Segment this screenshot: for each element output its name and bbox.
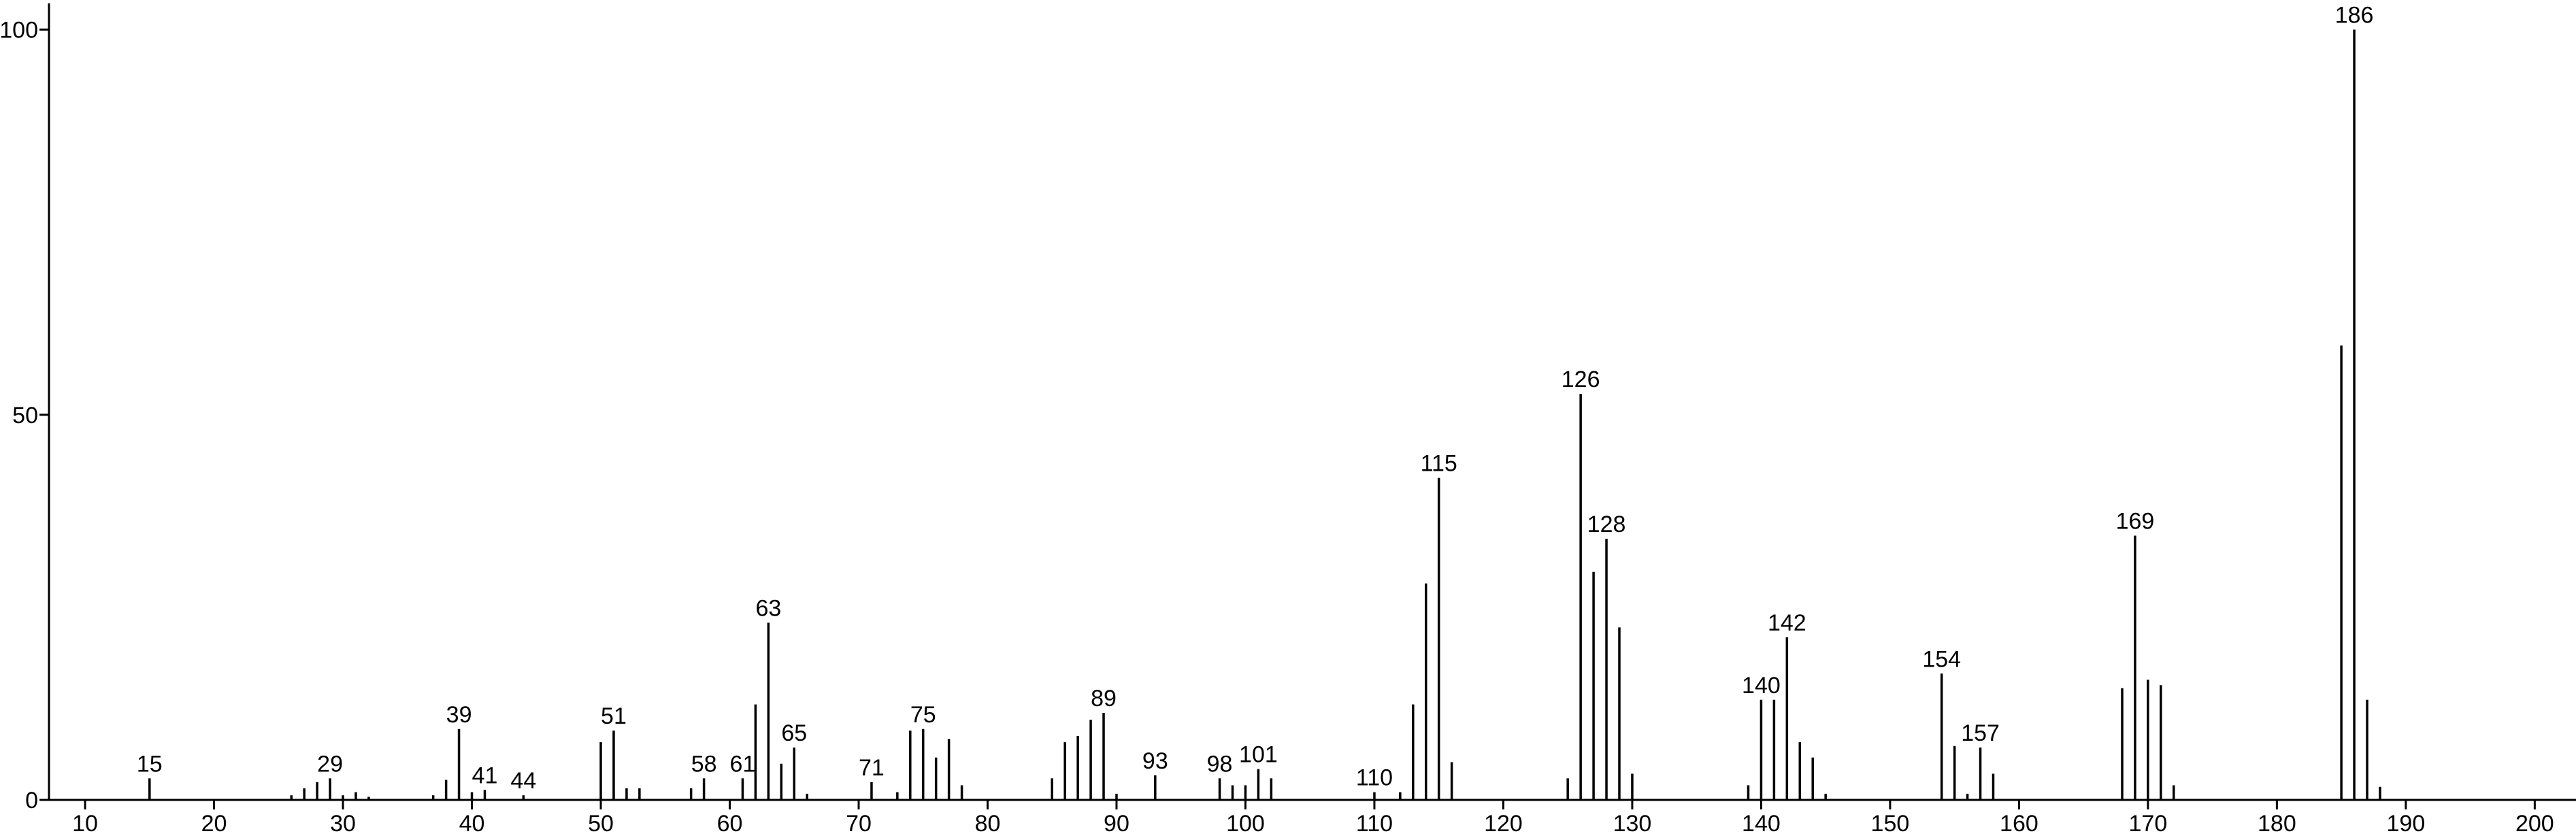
x-tick-label: 140 <box>1742 811 1781 837</box>
x-tick-label: 100 <box>1226 811 1265 837</box>
peak-label: 51 <box>601 703 627 729</box>
x-tick-label: 80 <box>975 811 1001 837</box>
peak-label: 41 <box>472 762 498 788</box>
x-tick-label: 40 <box>459 811 485 837</box>
x-tick-label: 10 <box>72 811 98 837</box>
peak-label: 39 <box>446 702 472 728</box>
x-tick-label: 90 <box>1104 811 1129 837</box>
peak-label: 75 <box>910 702 936 728</box>
peak-label: 89 <box>1091 686 1117 711</box>
x-tick-label: 120 <box>1484 811 1523 837</box>
x-tick-label: 20 <box>201 811 227 837</box>
peak-label: 169 <box>2116 509 2155 535</box>
peak-label: 186 <box>2335 3 2374 29</box>
x-tick-label: 170 <box>2129 811 2168 837</box>
x-tick-label: 200 <box>2515 811 2554 837</box>
x-tick-label: 30 <box>330 811 356 837</box>
peak-label: 93 <box>1142 748 1168 774</box>
x-tick-label: 160 <box>2000 811 2038 837</box>
peak-label: 44 <box>510 768 536 794</box>
peak-label: 142 <box>1768 610 1806 636</box>
x-tick-label: 70 <box>846 811 872 837</box>
peak-label: 98 <box>1207 751 1233 777</box>
peak-label: 110 <box>1356 765 1393 791</box>
x-tick-label: 110 <box>1356 811 1393 837</box>
y-tick-label: 50 <box>12 403 38 429</box>
peak-label: 126 <box>1562 367 1600 392</box>
peak-label: 71 <box>859 755 885 781</box>
x-tick-label: 50 <box>588 811 614 837</box>
x-tick-label: 180 <box>2258 811 2296 837</box>
peak-label: 140 <box>1742 673 1781 699</box>
peak-label: 154 <box>1922 646 1961 672</box>
peak-label: 63 <box>755 596 781 622</box>
peak-label: 58 <box>691 751 717 777</box>
peak-label: 65 <box>781 720 807 746</box>
x-tick-label: 190 <box>2387 811 2426 837</box>
x-tick-label: 60 <box>717 811 743 837</box>
peak-label: 115 <box>1421 451 1457 477</box>
peak-label: 15 <box>137 751 163 777</box>
y-tick-label: 0 <box>25 788 38 814</box>
peak-label: 101 <box>1239 742 1278 768</box>
peak-label: 128 <box>1587 512 1626 537</box>
y-tick-label: 100 <box>0 18 38 44</box>
peak-label: 29 <box>317 751 343 777</box>
peak-label: 61 <box>730 751 756 777</box>
x-tick-label: 150 <box>1871 811 1910 837</box>
peak-label: 157 <box>1961 720 2000 746</box>
x-tick-label: 130 <box>1613 811 1652 837</box>
